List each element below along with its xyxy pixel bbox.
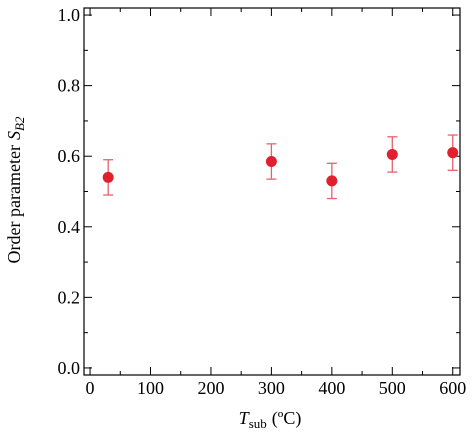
plot-frame — [83, 7, 461, 376]
x-unit: (ºC) — [272, 408, 302, 429]
point — [326, 175, 338, 187]
y-tick-label: 1.0 — [58, 5, 81, 25]
point — [102, 171, 114, 183]
x-tick-label: 200 — [197, 378, 224, 398]
x-tick-label: 600 — [439, 378, 466, 398]
y-symbol: S — [4, 131, 24, 140]
y-text: Order parameter — [4, 145, 24, 263]
x-tick-label: 0 — [86, 378, 95, 398]
point — [265, 156, 277, 168]
y-tick-label: 0.0 — [58, 358, 81, 378]
x-symbol: T — [239, 408, 251, 428]
x-tick-label: 400 — [318, 378, 345, 398]
y-tick-label: 0.2 — [58, 287, 81, 307]
x-axis-title: Tsub (ºC) — [239, 408, 302, 431]
x-tick-label: 500 — [379, 378, 406, 398]
y-tick-label: 0.8 — [58, 76, 81, 96]
y-axis-title: Order parameter SB2 — [4, 116, 27, 263]
y-tick-label: 0.6 — [58, 146, 81, 166]
point — [386, 148, 398, 160]
point — [447, 147, 459, 159]
x-tick-label: 300 — [258, 378, 285, 398]
x-subscript: sub — [249, 416, 267, 431]
y-tick-label: 0.4 — [58, 217, 81, 237]
x-tick-label: 100 — [137, 378, 164, 398]
y-subscript: B2 — [12, 116, 27, 131]
